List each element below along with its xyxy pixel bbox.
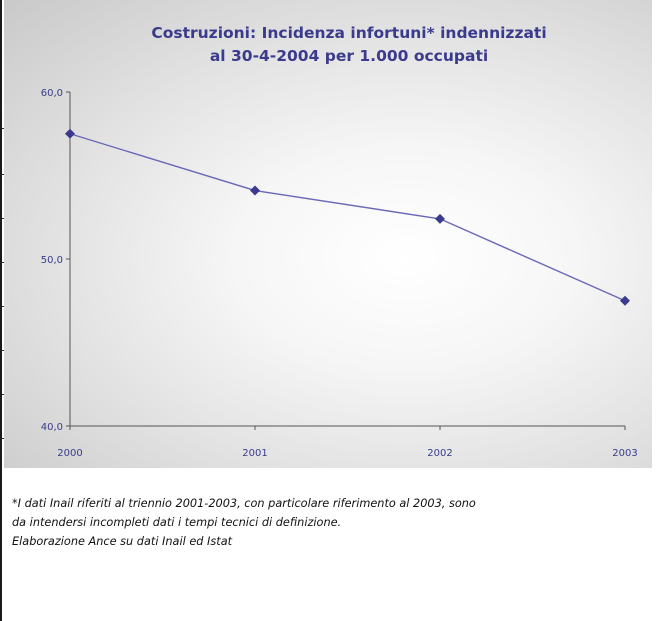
axes xyxy=(66,91,626,430)
footnote-line-3: Elaborazione Ance su dati Inail ed Istat xyxy=(12,535,233,548)
y-tick-label: 40,0 xyxy=(41,422,63,433)
chart-title-line1: Costruzioni: Incidenza infortuni* indenn… xyxy=(151,24,547,42)
x-tick-label: 2001 xyxy=(242,448,267,459)
data-point-marker xyxy=(435,213,445,224)
x-tick-label: 2002 xyxy=(427,448,452,459)
tick-labels: 40,0 50,0 60,0 2000 2001 2002 2003 xyxy=(41,88,638,459)
x-tick-label: 2003 xyxy=(612,448,637,459)
series-line xyxy=(69,133,626,302)
chart-title: Costruzioni: Incidenza infortuni* indenn… xyxy=(44,22,654,68)
chart-area: Costruzioni: Incidenza infortuni* indenn… xyxy=(4,0,652,468)
data-point-marker xyxy=(620,295,630,306)
footnote-line-1: *I dati Inail riferiti al triennio 2001-… xyxy=(12,497,476,510)
footnote: *I dati Inail riferiti al triennio 2001-… xyxy=(12,494,660,551)
y-tick-label: 50,0 xyxy=(41,255,63,266)
x-tick-label: 2000 xyxy=(57,448,82,459)
footnote-line-2: da intendersi incompleti dati i tempi te… xyxy=(12,516,342,529)
line-chart: 40,0 50,0 60,0 2000 2001 2002 2003 xyxy=(41,88,638,459)
series xyxy=(65,128,630,306)
y-tick-label: 60,0 xyxy=(41,88,63,99)
chart-title-line2: al 30-4-2004 per 1.000 occupati xyxy=(209,47,489,65)
data-point-marker xyxy=(250,185,260,196)
data-point-marker xyxy=(65,128,75,139)
